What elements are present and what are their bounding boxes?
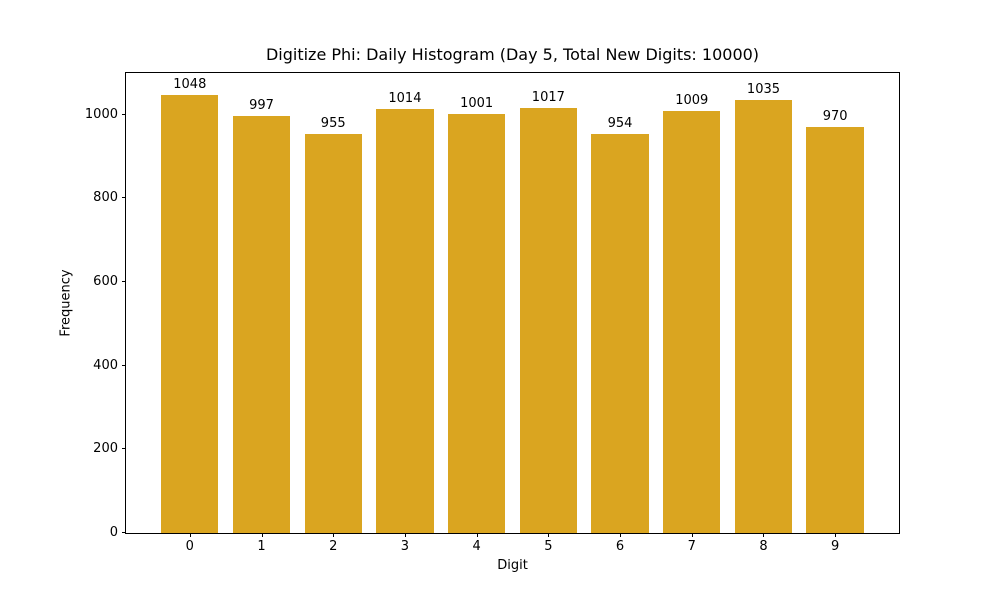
x-axis-tick	[404, 533, 406, 537]
y-tick-label: 0	[109, 525, 118, 540]
bar	[591, 134, 649, 533]
bar-value-label: 954	[607, 116, 633, 132]
bar-value-label: 1009	[675, 93, 709, 109]
y-axis-tick	[122, 281, 126, 283]
x-axis-tick	[691, 533, 693, 537]
bar	[663, 111, 721, 533]
bar-value-label: 970	[822, 109, 848, 125]
bar	[734, 100, 793, 533]
x-axis-tick	[620, 533, 622, 537]
x-tick-label: 5	[544, 539, 553, 554]
y-tick-label: 1000	[84, 106, 118, 122]
bar	[376, 108, 434, 533]
x-axis-tick	[763, 533, 765, 537]
bar	[232, 116, 291, 533]
x-axis-tick	[476, 533, 478, 537]
x-tick-label: 0	[185, 539, 194, 554]
bar-value-label: 1048	[173, 76, 207, 92]
y-axis-tick	[122, 197, 126, 199]
bar	[519, 107, 578, 533]
x-tick-label: 8	[759, 539, 768, 554]
y-axis-tick	[122, 532, 126, 533]
bar-value-label: 955	[320, 115, 346, 131]
bar-value-label: 1035	[746, 82, 781, 98]
y-tick-label: 800	[93, 190, 118, 206]
y-axis-tick	[122, 448, 126, 450]
bar-value-label: 997	[249, 98, 274, 114]
y-axis-tick	[122, 113, 126, 115]
x-tick-label: 2	[329, 539, 338, 554]
y-axis-tick	[122, 364, 126, 366]
x-axis-tick	[189, 533, 191, 537]
x-axis-tick	[261, 533, 263, 537]
chart-title: Digitize Phi: Daily Histogram (Day 5, To…	[265, 45, 760, 64]
y-tick-label: 200	[93, 441, 118, 457]
x-axis-label: Digit	[497, 558, 528, 573]
x-axis-tick	[548, 533, 550, 537]
bar	[447, 114, 506, 533]
x-tick-label: 1	[257, 539, 266, 554]
bar-value-label: 1014	[388, 90, 422, 106]
x-tick-label: 7	[687, 539, 696, 554]
x-tick-label: 9	[831, 539, 840, 554]
x-tick-label: 4	[472, 539, 481, 554]
x-tick-label: 6	[615, 539, 625, 554]
x-axis-tick	[835, 533, 837, 537]
bar	[161, 94, 219, 533]
y-tick-label: 400	[93, 357, 118, 373]
bar-value-label: 1001	[460, 96, 494, 112]
bar	[304, 133, 362, 533]
x-axis-tick	[333, 533, 335, 537]
plot-area: 1048 0 997 1 955 2 1014 3 1001 4 1017 5 954 6 1009 7 103…	[85, 72, 900, 554]
bar-value-label: 1017	[531, 89, 565, 105]
x-tick-label: 3	[400, 539, 410, 554]
y-tick-label: 600	[93, 274, 118, 290]
y-axis-label: Frequency	[58, 269, 74, 337]
bar	[806, 127, 864, 533]
